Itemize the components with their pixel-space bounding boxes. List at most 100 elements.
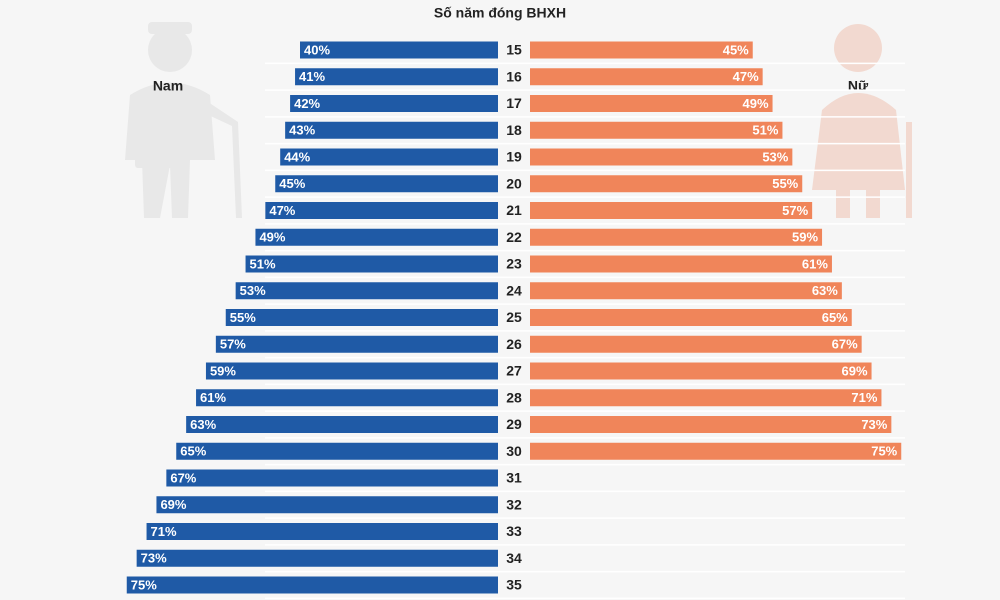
category-label: 19 bbox=[506, 149, 522, 165]
value-label: 51% bbox=[752, 123, 778, 138]
category-label: 17 bbox=[506, 95, 522, 111]
bar bbox=[530, 202, 813, 219]
bar bbox=[136, 549, 498, 567]
bar bbox=[265, 202, 498, 219]
value-label: 42% bbox=[294, 96, 320, 111]
value-label: 73% bbox=[141, 551, 167, 566]
value-label: 63% bbox=[812, 283, 838, 298]
bar bbox=[290, 95, 498, 112]
bar bbox=[176, 442, 498, 460]
category-label: 21 bbox=[506, 202, 522, 218]
man-icon bbox=[125, 22, 242, 218]
value-label: 49% bbox=[743, 96, 769, 111]
value-label: 59% bbox=[210, 363, 236, 378]
bar bbox=[530, 389, 882, 407]
bar bbox=[530, 228, 823, 246]
bar bbox=[225, 309, 498, 326]
value-label: 57% bbox=[782, 203, 808, 218]
category-label: 15 bbox=[506, 42, 522, 58]
bar bbox=[285, 121, 498, 139]
category-label: 31 bbox=[506, 470, 522, 486]
value-label: 61% bbox=[802, 256, 828, 271]
legend-label: Nữ bbox=[848, 78, 869, 94]
bar bbox=[530, 95, 773, 112]
bar bbox=[530, 148, 793, 166]
bar bbox=[126, 576, 498, 594]
value-label: 75% bbox=[131, 577, 157, 592]
category-label: 16 bbox=[506, 68, 522, 84]
value-label: 65% bbox=[180, 444, 206, 459]
category-label: 23 bbox=[506, 256, 522, 272]
bar bbox=[166, 469, 498, 487]
bar bbox=[530, 41, 753, 59]
bar bbox=[205, 362, 498, 380]
value-label: 69% bbox=[842, 363, 868, 378]
value-label: 51% bbox=[250, 256, 276, 271]
bar bbox=[235, 282, 498, 300]
value-label: 43% bbox=[289, 123, 315, 138]
bar bbox=[215, 335, 498, 353]
bar bbox=[156, 496, 498, 514]
bar bbox=[530, 416, 892, 433]
category-label: 26 bbox=[506, 336, 522, 352]
category-label: 22 bbox=[506, 229, 522, 245]
bar bbox=[275, 175, 498, 193]
bar bbox=[530, 309, 852, 326]
value-label: 65% bbox=[822, 310, 848, 325]
category-label: 18 bbox=[506, 122, 522, 138]
bar bbox=[530, 175, 803, 193]
bar bbox=[530, 442, 902, 460]
bar bbox=[186, 416, 498, 433]
value-label: 47% bbox=[733, 69, 759, 84]
category-label: 30 bbox=[506, 443, 522, 459]
category-label: 20 bbox=[506, 175, 522, 191]
value-label: 40% bbox=[304, 42, 330, 57]
category-label: 33 bbox=[506, 523, 522, 539]
chart-title: Số năm đóng BHXH bbox=[434, 5, 566, 21]
value-label: 55% bbox=[772, 176, 798, 191]
value-label: 53% bbox=[240, 283, 266, 298]
value-label: 41% bbox=[299, 69, 325, 84]
bar bbox=[300, 41, 498, 59]
category-label: 29 bbox=[506, 416, 522, 432]
value-label: 44% bbox=[284, 149, 310, 164]
legend-label: Nam bbox=[153, 78, 183, 94]
value-label: 69% bbox=[160, 497, 186, 512]
value-label: 71% bbox=[851, 390, 877, 405]
value-label: 73% bbox=[861, 417, 887, 432]
bar bbox=[530, 68, 763, 86]
category-label: 24 bbox=[506, 282, 522, 298]
category-label: 32 bbox=[506, 496, 522, 512]
value-label: 59% bbox=[792, 230, 818, 245]
bar bbox=[295, 68, 498, 86]
bar bbox=[530, 121, 783, 139]
bar bbox=[530, 282, 842, 300]
value-label: 67% bbox=[832, 337, 858, 352]
bar bbox=[196, 389, 499, 407]
value-label: 71% bbox=[151, 524, 177, 539]
bar bbox=[280, 148, 498, 166]
value-label: 49% bbox=[259, 230, 285, 245]
category-label: 28 bbox=[506, 389, 522, 405]
value-label: 57% bbox=[220, 337, 246, 352]
value-label: 61% bbox=[200, 390, 226, 405]
value-label: 55% bbox=[230, 310, 256, 325]
bar bbox=[146, 523, 499, 540]
bar bbox=[245, 255, 498, 273]
value-label: 45% bbox=[279, 176, 305, 191]
bar bbox=[530, 255, 832, 273]
bar bbox=[530, 335, 862, 353]
value-label: 67% bbox=[170, 470, 196, 485]
bar bbox=[255, 228, 498, 246]
value-label: 47% bbox=[269, 203, 295, 218]
value-label: 53% bbox=[762, 149, 788, 164]
category-label: 34 bbox=[506, 550, 522, 566]
value-label: 75% bbox=[871, 444, 897, 459]
category-label: 35 bbox=[506, 577, 522, 593]
category-label: 27 bbox=[506, 363, 522, 379]
value-label: 63% bbox=[190, 417, 216, 432]
category-label: 25 bbox=[506, 309, 522, 325]
bar bbox=[530, 362, 872, 380]
value-label: 45% bbox=[723, 42, 749, 57]
